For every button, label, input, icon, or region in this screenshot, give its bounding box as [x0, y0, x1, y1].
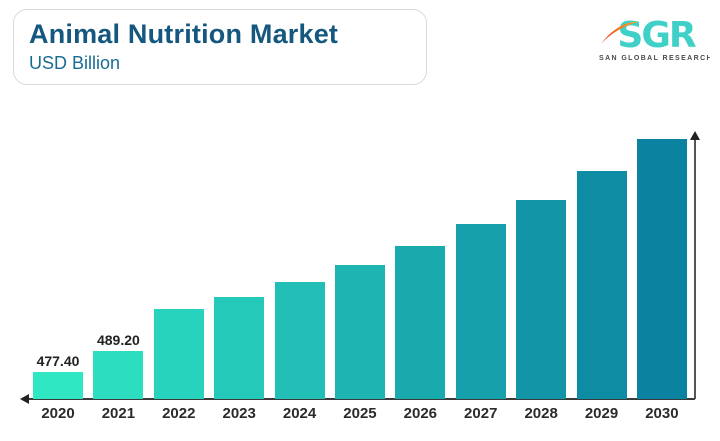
bar-column-2022: 2022 — [153, 309, 204, 421]
x-tick-label: 2029 — [584, 405, 619, 422]
bar-column-2030: 2030 — [636, 139, 687, 421]
bar-value-label: 477.40 — [36, 353, 80, 369]
bar-2028 — [516, 200, 567, 399]
y-axis — [694, 140, 696, 399]
bar-series: 477.40 2020 489.20 2021 2022 2023 2024 2025 2026… — [33, 69, 687, 421]
x-tick-label: 2027 — [464, 405, 498, 422]
x-tick-label: 2020 — [41, 405, 75, 422]
bar-value-label: 489.20 — [96, 332, 140, 348]
bar-column-2027: 2027 — [455, 224, 506, 421]
title-card: Animal Nutrition Market USD Billion — [13, 9, 427, 85]
bar-column-2021: 489.20 2021 — [93, 332, 144, 421]
x-tick-label: 2025 — [343, 405, 377, 422]
x-tick-label: 2021 — [101, 405, 136, 422]
bar-column-2020: 477.40 2020 — [33, 353, 83, 421]
bar-column-2024: 2024 — [274, 282, 325, 421]
sgr-logo-icon: SGR SAN GLOBAL RESEARCH — [599, 15, 712, 62]
sgr-logo: SGR SAN GLOBAL RESEARCH — [598, 11, 712, 65]
bar-2027 — [455, 224, 506, 399]
x-tick-label: 2030 — [645, 405, 679, 422]
x-tick-label: 2028 — [524, 405, 558, 422]
bar-2024 — [274, 282, 325, 399]
bar-column-2029: 2029 — [576, 171, 627, 421]
bar-2022 — [153, 309, 204, 399]
bar-2030 — [636, 139, 687, 399]
x-tick-label: 2024 — [282, 405, 317, 422]
bar-2021 — [93, 351, 144, 399]
bar-column-2023: 2023 — [214, 297, 265, 421]
bar-column-2025: 2025 — [334, 265, 385, 421]
svg-text:SAN GLOBAL RESEARCH: SAN GLOBAL RESEARCH — [599, 55, 710, 62]
page-subtitle: USD Billion — [29, 53, 121, 73]
bar-column-2028: 2028 — [516, 200, 567, 421]
y-axis-up-arrow-icon — [690, 131, 700, 140]
bar-2026 — [395, 246, 446, 399]
x-tick-label: 2026 — [403, 405, 438, 422]
x-axis — [26, 398, 695, 400]
bar-2023 — [214, 297, 265, 399]
x-tick-label: 2022 — [162, 405, 196, 422]
bar-column-2026: 2026 — [395, 246, 446, 421]
bar-2025 — [334, 265, 385, 399]
bar-2020 — [33, 372, 83, 399]
svg-text:SGR: SGR — [617, 15, 695, 56]
x-tick-label: 2023 — [222, 405, 256, 422]
bar-2029 — [576, 171, 627, 399]
page-title: Animal Nutrition Market — [29, 19, 339, 49]
x-axis-left-arrow-icon — [20, 394, 29, 404]
